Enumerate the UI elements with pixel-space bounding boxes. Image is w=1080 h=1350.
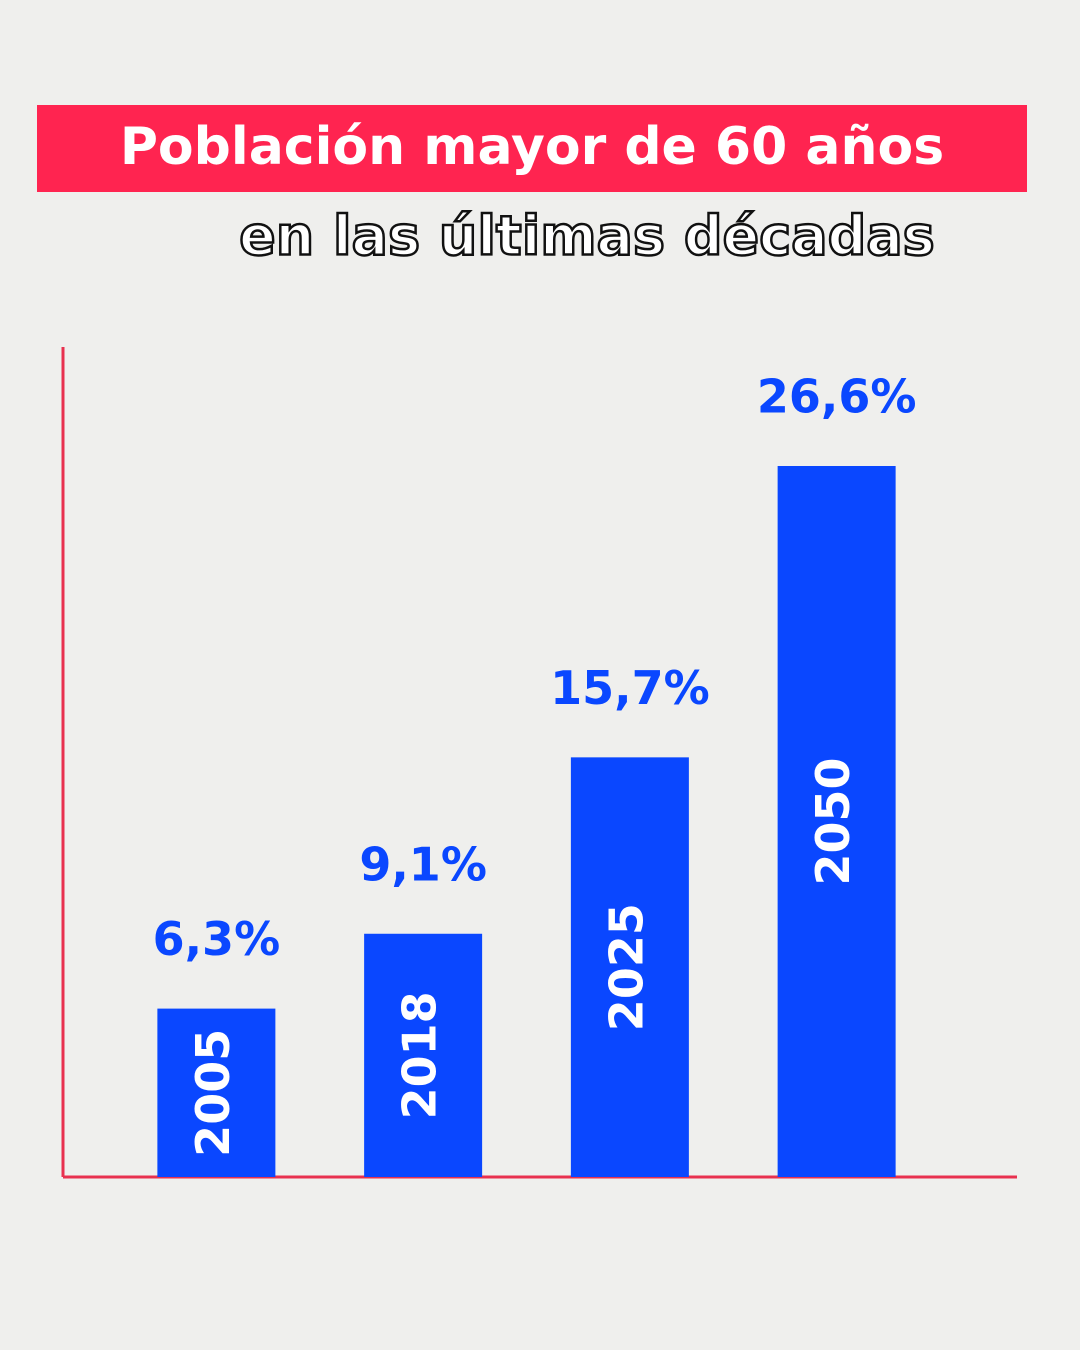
value-label: 26,6% [757,370,917,424]
title-background [37,105,1027,192]
value-label: 6,3% [153,912,281,966]
bar [777,466,896,1177]
category-label: 2025 [599,903,653,1031]
value-label: 15,7% [550,661,710,715]
value-label: 9,1% [359,837,487,891]
category-label: 2018 [393,991,447,1119]
bar [570,757,689,1177]
bar [364,933,483,1177]
chart-subtitle: en las últimas décadas [239,205,935,268]
category-label: 2005 [186,1029,240,1157]
chart-title: Población mayor de 60 años [120,117,944,177]
bar [157,1008,276,1177]
category-label: 2050 [806,757,860,885]
